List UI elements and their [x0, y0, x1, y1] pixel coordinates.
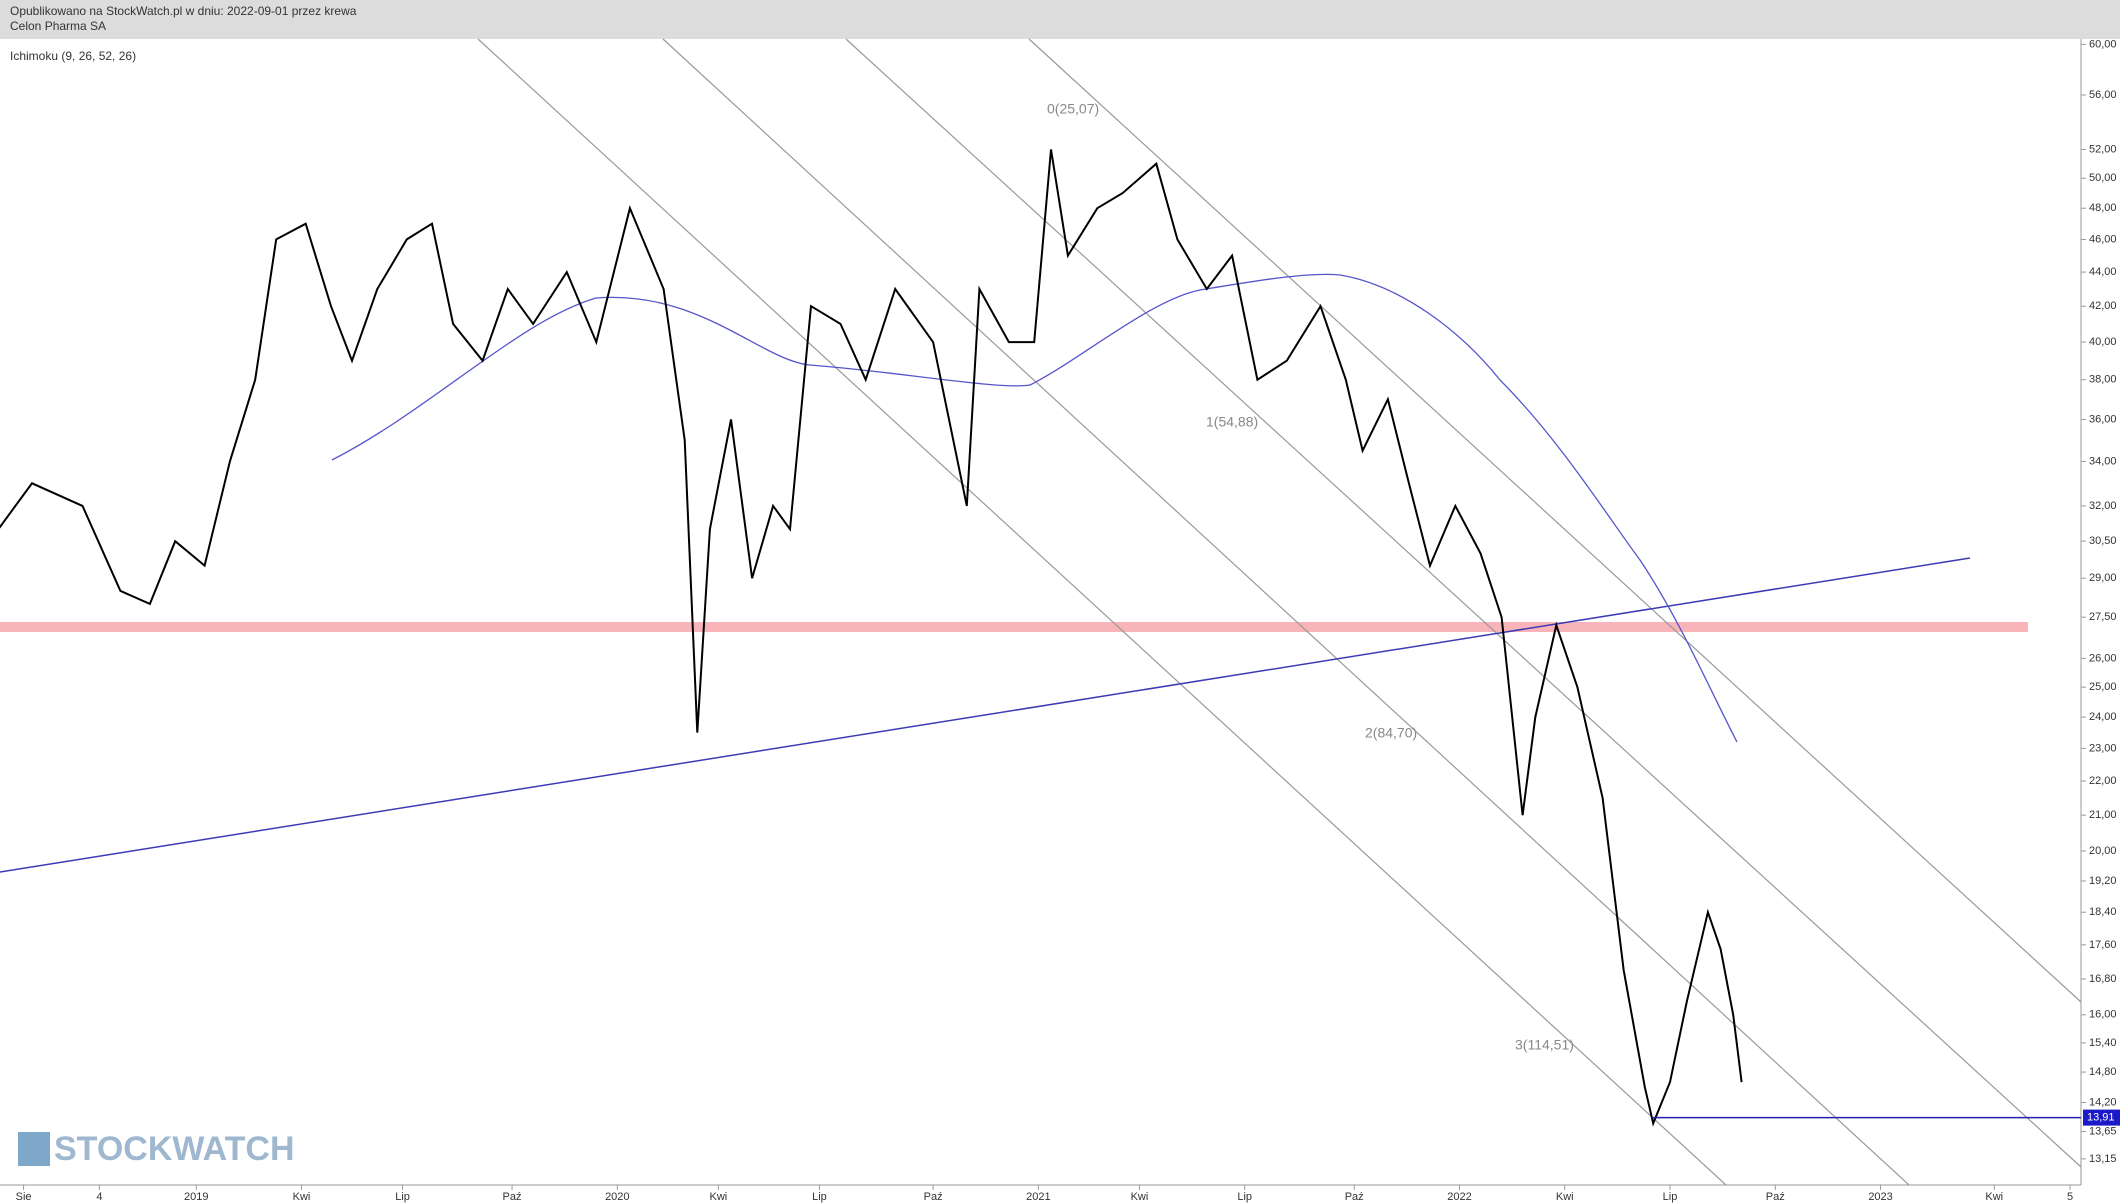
x-tick-label: 2021	[1026, 1191, 1050, 1203]
header-instrument: Celon Pharma SA	[10, 19, 106, 33]
y-tick-label: 26,00	[2089, 652, 2117, 664]
y-tick-label: 50,00	[2089, 172, 2117, 184]
x-tick-label: 2022	[1447, 1191, 1471, 1203]
x-tick-label: Lip	[1237, 1191, 1252, 1203]
y-tick-label: 18,40	[2089, 906, 2117, 918]
channel-line	[845, 38, 2082, 1168]
y-tick-label: 36,00	[2089, 413, 2117, 425]
y-tick-label: 32,00	[2089, 500, 2117, 512]
fib-annotation: 3(114,51)	[1515, 1037, 1574, 1053]
channel-line	[662, 38, 1910, 1186]
y-tick-label: 14,20	[2089, 1096, 2117, 1108]
y-tick-label: 38,00	[2089, 374, 2117, 386]
y-tick-label: 48,00	[2089, 202, 2117, 214]
x-tick-label: Kwi	[1556, 1191, 1574, 1203]
indicator-label: Ichimoku (9, 26, 52, 26)	[10, 49, 136, 63]
x-tick-label: 2019	[184, 1191, 208, 1203]
y-tick-label: 44,00	[2089, 266, 2117, 278]
x-tick-label: Kwi	[293, 1191, 311, 1203]
y-tick-label: 14,80	[2089, 1066, 2117, 1078]
channel-lines	[477, 38, 2082, 1186]
x-tick-label: Paź	[924, 1191, 943, 1203]
trend-line	[0, 557, 1971, 873]
y-tick-label: 27,50	[2089, 611, 2117, 623]
y-tick-label: 42,00	[2089, 300, 2117, 312]
y-tick-label: 40,00	[2089, 336, 2117, 348]
last-price-label: 13,91	[2087, 1112, 2115, 1124]
x-tick-label: 5	[2067, 1191, 2073, 1203]
y-tick-label: 46,00	[2089, 233, 2117, 245]
y-tick-label: 23,00	[2089, 742, 2117, 754]
header-published: Opublikowano na StockWatch.pl w dniu: 20…	[10, 4, 357, 18]
x-tick-label: Sie	[16, 1191, 32, 1203]
y-tick-label: 25,00	[2089, 681, 2117, 693]
y-tick-label: 21,00	[2089, 809, 2117, 821]
y-tick-label: 60,00	[2089, 38, 2117, 50]
y-tick-label: 56,00	[2089, 89, 2117, 101]
logo-icon	[18, 1132, 50, 1166]
x-tick-label: Lip	[1663, 1191, 1678, 1203]
logo: STOCKWATCH	[54, 1130, 295, 1168]
x-tick-label: Kwi	[710, 1191, 728, 1203]
fib-annotation: 1(54,88)	[1206, 414, 1258, 430]
y-tick-label: 22,00	[2089, 775, 2117, 787]
last-price-box	[2083, 1109, 2120, 1126]
fib-annotation: 2(84,70)	[1365, 725, 1417, 741]
y-tick-label: 16,00	[2089, 1009, 2117, 1021]
x-tick-label: 2023	[1868, 1191, 1892, 1203]
y-tick-label: 34,00	[2089, 455, 2117, 467]
y-tick-label: 29,00	[2089, 572, 2117, 584]
x-tick-label: 2020	[605, 1191, 629, 1203]
moving-average	[331, 273, 1738, 743]
price-line	[0, 149, 1743, 1127]
y-tick-label: 30,50	[2089, 535, 2117, 547]
x-tick-label: Paź	[1766, 1191, 1785, 1203]
y-tick-label: 17,60	[2089, 939, 2117, 951]
y-tick-label: 19,20	[2089, 875, 2117, 887]
channel-line	[477, 38, 1727, 1186]
y-tick-label: 13,65	[2089, 1125, 2117, 1137]
x-tick-label: Paź	[503, 1191, 522, 1203]
header-bar	[0, 0, 2120, 39]
y-tick-label: 13,15	[2089, 1153, 2117, 1165]
x-tick-label: Lip	[395, 1191, 410, 1203]
x-tick-label: 4	[96, 1191, 102, 1203]
fib-annotation: 0(25,07)	[1047, 101, 1099, 117]
support-band	[0, 622, 2028, 632]
y-tick-label: 16,80	[2089, 973, 2117, 985]
y-tick-label: 24,00	[2089, 711, 2117, 723]
y-tick-label: 15,40	[2089, 1037, 2117, 1049]
y-tick-label: 52,00	[2089, 143, 2117, 155]
channel-line	[1028, 38, 2082, 1003]
x-tick-label: Kwi	[1985, 1191, 2003, 1203]
x-tick-label: Lip	[812, 1191, 827, 1203]
y-tick-label: 20,00	[2089, 845, 2117, 857]
x-tick-label: Kwi	[1131, 1191, 1149, 1203]
x-tick-label: Paź	[1345, 1191, 1364, 1203]
